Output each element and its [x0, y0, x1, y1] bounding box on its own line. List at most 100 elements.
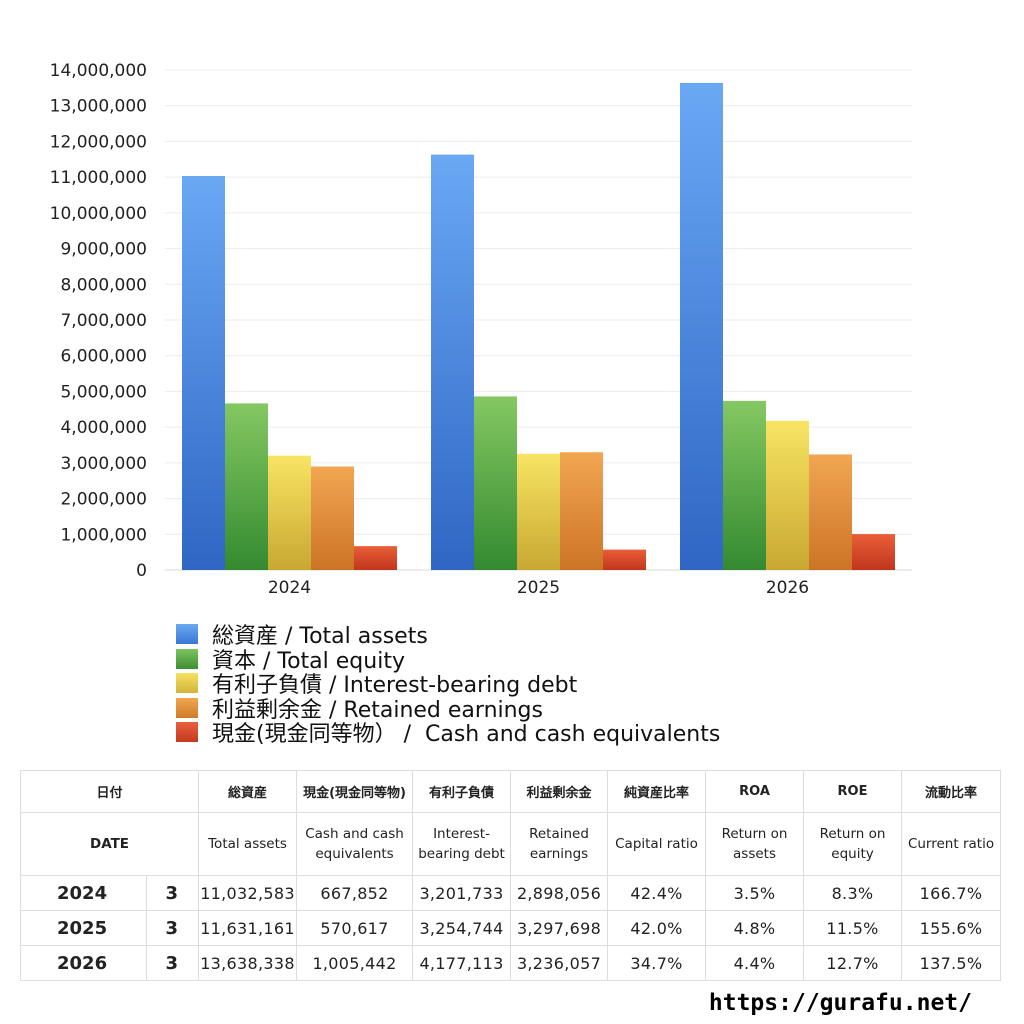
row-cash: 1,005,442 — [296, 945, 414, 981]
y-tick-label: 0 — [136, 561, 147, 581]
row-current-ratio: 166.7% — [901, 875, 1002, 911]
row-current-ratio: 155.6% — [901, 910, 1002, 946]
x-axis-categories: 2024 2025 2026 — [268, 578, 809, 598]
bar-chart: 0 1,000,000 2,000,000 3,000,000 4,000,000 5,0… — [50, 61, 912, 598]
bar-2024-series-0 — [182, 175, 225, 570]
legend-item-cash: 現金(現金同等物） / Cash and cash equivalents — [176, 720, 720, 747]
legend-item-total-assets: 総資産 / Total assets — [176, 622, 720, 649]
y-tick-label: 13,000,000 — [50, 97, 147, 117]
legend-swatch-interest-bearing-debt — [176, 673, 198, 694]
legend-item-total-equity: 資本 / Total equity — [176, 647, 720, 674]
header-total-assets-jp: 総資産 — [198, 770, 298, 813]
y-tick-label: 10,000,000 — [50, 204, 147, 224]
bar-2024-series-2 — [268, 455, 311, 570]
y-tick-label: 14,000,000 — [50, 61, 147, 81]
row-roe: 12.7% — [803, 945, 903, 981]
header-debt-en: Interest-bearing debt — [412, 812, 512, 876]
table-header-en: DATE Total assets Cash and cash equivale… — [19, 812, 1002, 876]
legend-item-retained-earnings: 利益剰余金 / Retained earnings — [176, 696, 720, 723]
row-roe: 8.3% — [803, 875, 903, 911]
header-capital-ratio-en: Capital ratio — [607, 812, 707, 876]
row-total-assets: 13,638,338 — [198, 945, 298, 981]
header-roe-jp: ROE — [803, 770, 903, 813]
row-total-assets: 11,631,161 — [198, 910, 298, 946]
bar-2026-series-1 — [723, 400, 766, 570]
row-capital-ratio: 42.4% — [607, 875, 707, 911]
financial-table: 日付 総資産 現金(現金同等物) 有利子負債 利益剰余金 純資産比率 ROA R… — [19, 770, 1002, 981]
header-current-ratio-en: Current ratio — [901, 812, 1002, 876]
y-tick-label: 6,000,000 — [60, 347, 147, 367]
row-roa: 3.5% — [705, 875, 805, 911]
row-cash: 667,852 — [296, 875, 414, 911]
y-tick-label: 12,000,000 — [50, 132, 147, 152]
row-current-ratio: 137.5% — [901, 945, 1002, 981]
row-month: 3 — [145, 875, 200, 911]
row-debt: 3,201,733 — [412, 875, 512, 911]
header-roa-jp: ROA — [705, 770, 805, 813]
bar-2024-series-3 — [311, 466, 354, 570]
header-retained-en: Retained earnings — [510, 812, 609, 876]
table-row: 2024 3 11,032,583 667,852 3,201,733 2,89… — [20, 875, 1002, 911]
header-current-ratio-jp: 流動比率 — [901, 770, 1002, 813]
row-retained: 3,297,698 — [510, 910, 609, 946]
legend-item-interest-bearing-debt: 有利子負債 / Interest-bearing debt — [176, 671, 720, 698]
y-tick-label: 4,000,000 — [60, 418, 147, 438]
row-capital-ratio: 34.7% — [607, 945, 707, 981]
row-year: 2025 — [20, 910, 147, 946]
x-category-label: 2024 — [268, 578, 311, 598]
row-roe: 11.5% — [803, 910, 903, 946]
bar-2026-series-4 — [852, 534, 895, 570]
y-tick-label: 11,000,000 — [50, 168, 147, 188]
bar-2026-series-3 — [809, 454, 852, 570]
y-tick-label: 9,000,000 — [60, 240, 147, 260]
y-tick-label: 8,000,000 — [60, 275, 147, 295]
bar-2025-series-4 — [603, 549, 646, 570]
legend-label: 総資産 / Total assets — [212, 624, 428, 650]
table-header-jp: 日付 総資産 現金(現金同等物) 有利子負債 利益剰余金 純資産比率 ROA R… — [19, 770, 1002, 813]
row-retained: 2,898,056 — [510, 875, 609, 911]
row-cash: 570,617 — [296, 910, 414, 946]
y-tick-label: 3,000,000 — [60, 454, 147, 474]
header-roa-en: Return on assets — [705, 812, 805, 876]
bar-2025-series-2 — [517, 453, 560, 570]
y-tick-label: 2,000,000 — [60, 490, 147, 510]
site-url: https://gurafu.net/ — [708, 990, 972, 1016]
header-total-assets-en: Total assets — [198, 812, 298, 876]
grid-lines — [165, 69, 912, 571]
legend-swatch-total-equity — [176, 648, 198, 669]
bar-2024-series-4 — [354, 546, 397, 570]
table-row: 2026 3 13,638,338 1,005,442 4,177,113 3,… — [20, 945, 1002, 981]
bar-2025-series-0 — [431, 154, 474, 571]
table-row: 2025 3 11,631,161 570,617 3,254,744 3,29… — [20, 910, 1002, 946]
legend-label: 利益剰余金 / Retained earnings — [212, 697, 543, 723]
header-capital-ratio-jp: 純資産比率 — [607, 770, 707, 813]
row-roa: 4.4% — [705, 945, 805, 981]
row-retained: 3,236,057 — [510, 945, 609, 981]
row-total-assets: 11,032,583 — [198, 875, 298, 911]
row-month: 3 — [145, 910, 200, 946]
header-date-jp: 日付 — [19, 770, 200, 813]
x-category-label: 2025 — [517, 578, 560, 598]
legend-swatch-cash — [176, 722, 198, 743]
header-cash-en: Cash and cash equivalents — [296, 812, 414, 876]
bar-2026-series-2 — [766, 420, 809, 570]
legend-label: 現金(現金同等物） / Cash and cash equivalents — [212, 722, 721, 748]
bar-2024-series-1 — [225, 403, 268, 570]
y-tick-label: 7,000,000 — [60, 311, 147, 331]
row-year: 2024 — [20, 875, 147, 911]
bar-2025-series-1 — [474, 396, 517, 570]
header-debt-jp: 有利子負債 — [412, 770, 512, 813]
row-debt: 3,254,744 — [412, 910, 512, 946]
header-roe-en: Return on equity — [803, 812, 903, 876]
y-tick-label: 5,000,000 — [60, 382, 147, 402]
x-category-label: 2026 — [766, 578, 809, 598]
legend-label: 資本 / Total equity — [212, 648, 405, 674]
row-roa: 4.8% — [705, 910, 805, 946]
y-tick-label: 1,000,000 — [60, 525, 147, 545]
row-month: 3 — [145, 945, 200, 981]
row-capital-ratio: 42.0% — [607, 910, 707, 946]
header-date-en: DATE — [19, 812, 200, 876]
legend-swatch-total-assets — [176, 624, 198, 645]
bar-2025-series-3 — [560, 452, 603, 570]
header-cash-jp: 現金(現金同等物) — [296, 770, 414, 813]
